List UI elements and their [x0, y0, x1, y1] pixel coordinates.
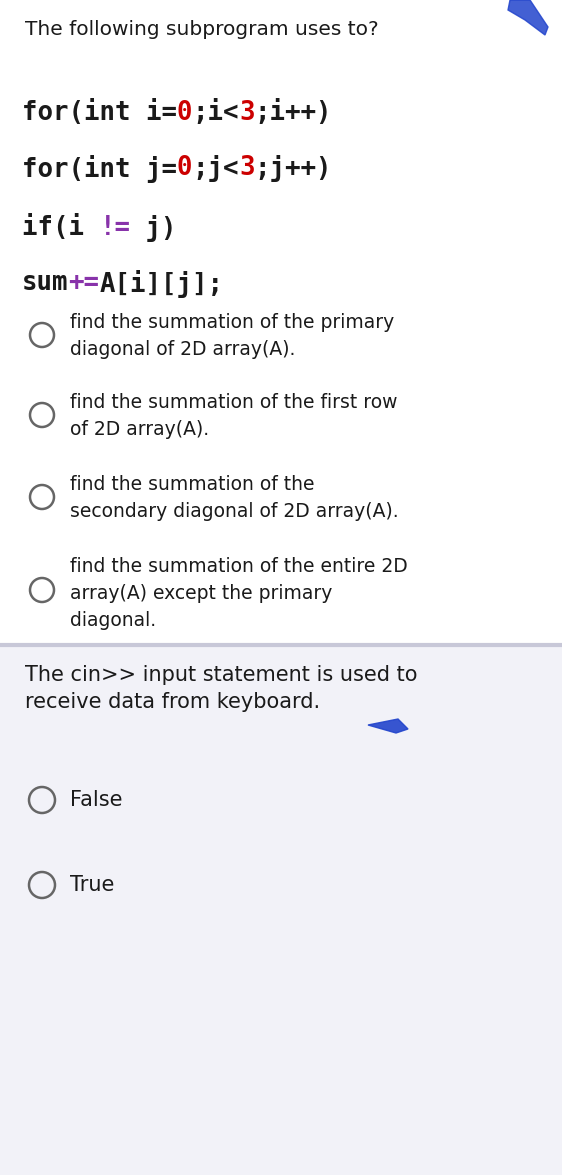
Text: find the summation of the first row
of 2D array(A).: find the summation of the first row of 2…	[70, 392, 397, 439]
Text: +=: +=	[69, 270, 99, 296]
Text: for(int i=: for(int i=	[22, 100, 177, 126]
Text: True: True	[70, 875, 115, 895]
Text: !=: !=	[99, 215, 130, 241]
Text: sum: sum	[22, 270, 69, 296]
Text: A[i][j];: A[i][j];	[99, 270, 224, 298]
Text: 3: 3	[239, 100, 255, 126]
Text: The following subprogram uses to?: The following subprogram uses to?	[25, 20, 379, 39]
Text: 0: 0	[177, 155, 193, 181]
Bar	[0, 645, 562, 1175]
Text: for(int j=: for(int j=	[22, 155, 177, 183]
Text: find the summation of the primary
diagonal of 2D array(A).: find the summation of the primary diagon…	[70, 313, 395, 360]
Text: 0: 0	[177, 100, 193, 126]
Text: False: False	[70, 790, 123, 810]
Text: ;j<: ;j<	[193, 155, 239, 182]
Text: ;j++): ;j++)	[255, 155, 332, 182]
Text: if(i: if(i	[22, 215, 99, 241]
Text: j): j)	[130, 215, 177, 242]
Text: find the summation of the entire 2D
array(A) except the primary
diagonal.: find the summation of the entire 2D arra…	[70, 557, 408, 631]
Text: ;i++): ;i++)	[255, 100, 332, 126]
Text: The cin>> input statement is used to
receive data from keyboard.: The cin>> input statement is used to rec…	[25, 665, 418, 712]
Text: 3: 3	[239, 155, 255, 181]
Text: find the summation of the
secondary diagonal of 2D array(A).: find the summation of the secondary diag…	[70, 475, 398, 522]
Text: ;i<: ;i<	[193, 100, 239, 126]
Polygon shape	[508, 0, 548, 35]
Polygon shape	[368, 719, 408, 733]
